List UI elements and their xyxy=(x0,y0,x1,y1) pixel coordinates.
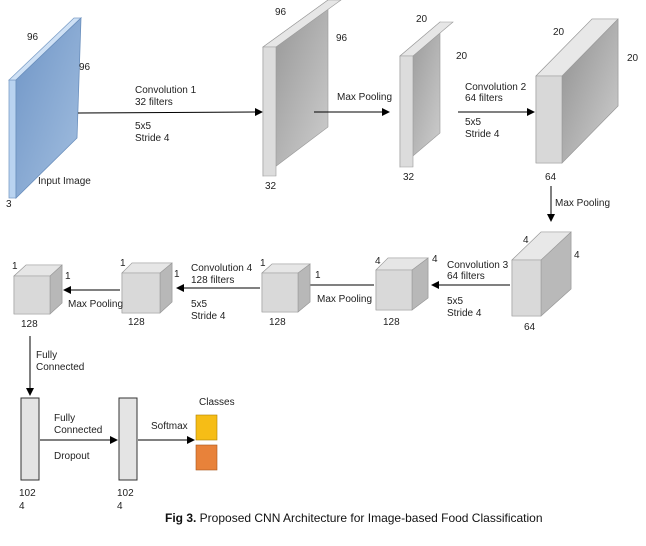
pool1-label: Max Pooling xyxy=(337,92,392,103)
conv4-stride: Stride 4 xyxy=(191,311,226,322)
vol8-height-label: 1 xyxy=(12,261,18,272)
softmax-label: Softmax xyxy=(151,421,188,432)
vol6-height-label: 1 xyxy=(260,258,266,269)
conv1-stride: Stride 4 xyxy=(135,133,170,144)
vol1-height-label: 96 xyxy=(275,7,287,18)
conv4-output-volume xyxy=(121,262,173,314)
vol6-width-label: 1 xyxy=(315,270,321,281)
vol4-depth-label: 64 xyxy=(524,322,536,333)
pool4-label: Max Pooling xyxy=(68,299,123,310)
conv2-output-volume xyxy=(535,18,619,164)
vol5-depth-label: 128 xyxy=(383,317,400,328)
vol7-width-label: 1 xyxy=(174,269,180,280)
fc1-line2: Connected xyxy=(36,362,84,373)
conv2-kernel: 5x5 xyxy=(465,117,482,128)
conv3-filters: 64 filters xyxy=(447,271,485,282)
conv1-title: Convolution 1 xyxy=(135,85,197,96)
input-depth-label: 3 xyxy=(6,199,12,210)
pool4-output-volume xyxy=(13,264,63,315)
dense2-size-a: 102 xyxy=(117,488,134,499)
conv2-stride: Stride 4 xyxy=(465,129,500,140)
class-box-2 xyxy=(195,444,218,471)
vol2-depth-label: 32 xyxy=(403,172,415,183)
conv4-kernel: 5x5 xyxy=(191,299,208,310)
conv2-filters: 64 filters xyxy=(465,93,503,104)
input-image-volume xyxy=(8,17,82,199)
dense2-size-b: 4 xyxy=(117,501,123,512)
classes-label: Classes xyxy=(199,397,235,408)
pool3-label: Max Pooling xyxy=(317,294,372,305)
figure-caption: Fig 3. Proposed CNN Architecture for Ima… xyxy=(165,511,585,526)
input-width-label: 96 xyxy=(79,62,91,73)
fc2-line2: Connected xyxy=(54,425,102,436)
pool3-output-volume xyxy=(261,263,311,313)
conv1-output-volume xyxy=(262,0,342,177)
input-height-label: 96 xyxy=(27,32,39,43)
pool2-label: Max Pooling xyxy=(555,198,610,209)
vol8-depth-label: 128 xyxy=(21,319,38,330)
dense-layer-1 xyxy=(20,397,40,481)
vol1-width-label: 96 xyxy=(336,33,348,44)
vol2-width-label: 20 xyxy=(456,51,468,62)
conv3-title: Convolution 3 xyxy=(447,260,509,271)
vol3-height-label: 20 xyxy=(553,27,565,38)
caption-text: Proposed CNN Architecture for Image-base… xyxy=(196,511,543,525)
conv3-stride: Stride 4 xyxy=(447,308,482,319)
input-image-label: Input Image xyxy=(38,176,91,187)
conv1-arrow xyxy=(77,108,263,117)
fc1-line1: Fully xyxy=(36,350,57,361)
conv3-output-volume xyxy=(375,257,429,311)
vol4-height-label: 4 xyxy=(523,235,529,246)
vol8-width-label: 1 xyxy=(65,271,71,282)
vol3-width-label: 20 xyxy=(627,53,639,64)
dense1-size-a: 102 xyxy=(19,488,36,499)
conv3-kernel: 5x5 xyxy=(447,296,464,307)
pool1-output-volume xyxy=(399,21,454,168)
vol4-width-label: 4 xyxy=(574,250,580,261)
vol5-width-label: 4 xyxy=(432,254,438,265)
vol1-depth-label: 32 xyxy=(265,181,277,192)
vol6-depth-label: 128 xyxy=(269,317,286,328)
dropout-label: Dropout xyxy=(54,451,90,462)
vol7-depth-label: 128 xyxy=(128,317,145,328)
vol3-depth-label: 64 xyxy=(545,172,557,183)
pool2-output-volume xyxy=(511,231,572,317)
vol7-height-label: 1 xyxy=(120,258,126,269)
fc2-line1: Fully xyxy=(54,413,75,424)
conv2-title: Convolution 2 xyxy=(465,82,527,93)
conv1-filters: 32 filters xyxy=(135,97,173,108)
dense-layer-2 xyxy=(118,397,138,481)
conv1-kernel: 5x5 xyxy=(135,121,152,132)
caption-prefix: Fig 3. xyxy=(165,511,197,525)
conv4-title: Convolution 4 xyxy=(191,263,253,274)
vol5-height-label: 4 xyxy=(375,256,381,267)
vol2-height-label: 20 xyxy=(416,14,428,25)
class-box-1 xyxy=(195,414,218,441)
dense1-size-b: 4 xyxy=(19,501,25,512)
conv4-filters: 128 filters xyxy=(191,275,234,286)
